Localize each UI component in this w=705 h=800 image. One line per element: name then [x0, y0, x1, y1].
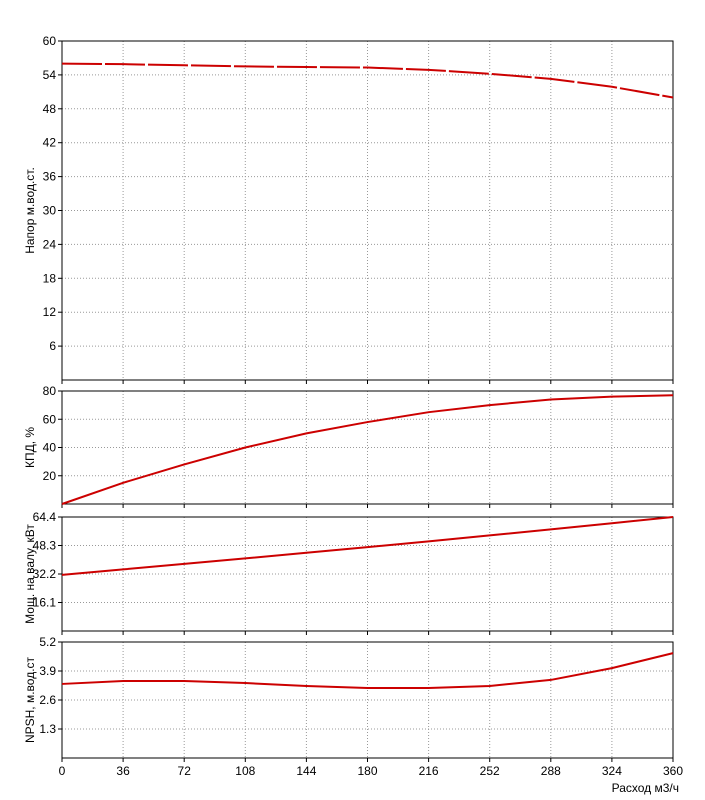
- x-tick-label: 360: [663, 764, 683, 778]
- curve: [61, 652, 674, 689]
- y-tick-label: 32.2: [33, 567, 57, 581]
- x-tick-label: 324: [602, 764, 622, 778]
- y-axis-label: NPSH, м.вод.ст: [23, 656, 37, 743]
- curve: [61, 516, 674, 576]
- y-tick-label: 36: [43, 170, 57, 184]
- x-tick-label: 180: [357, 764, 377, 778]
- plot-frame: [61, 641, 674, 759]
- x-tick-label: 0: [59, 764, 66, 778]
- x-tick-label: 36: [116, 764, 130, 778]
- y-tick-label: 12: [43, 305, 57, 319]
- y-tick-label: 20: [43, 469, 57, 483]
- y-tick-label: 30: [43, 204, 57, 218]
- y-tick-label: 40: [43, 441, 57, 455]
- x-axis-label: Расход м3/ч: [612, 781, 679, 795]
- y-tick-label: 3.9: [39, 664, 56, 678]
- x-tick-label: 216: [419, 764, 439, 778]
- y-tick-label: 18: [43, 271, 57, 285]
- y-tick-label: 60: [43, 34, 57, 48]
- x-tick-label: 144: [296, 764, 316, 778]
- y-tick-label: 1.3: [39, 722, 56, 736]
- x-tick-label: 108: [235, 764, 255, 778]
- plot-frame: [61, 390, 674, 505]
- y-tick-label: 6: [49, 339, 56, 353]
- y-tick-label: 5.2: [39, 635, 56, 649]
- y-axis-label: Мощ. на валу, кВт: [23, 524, 37, 624]
- y-tick-label: 80: [43, 384, 57, 398]
- x-tick-label: 252: [480, 764, 500, 778]
- y-tick-label: 54: [43, 68, 57, 82]
- y-tick-label: 48: [43, 102, 57, 116]
- y-tick-label: 24: [43, 237, 57, 251]
- plot-frame: [61, 40, 674, 381]
- curve: [61, 62, 674, 99]
- x-tick-label: 288: [541, 764, 561, 778]
- y-tick-label: 48.3: [33, 539, 57, 553]
- y-tick-label: 64.4: [33, 510, 57, 524]
- y-axis-label: Напор м.вод.ст.: [23, 167, 37, 254]
- curve: [61, 394, 674, 505]
- y-tick-label: 42: [43, 136, 57, 150]
- x-tick-label: 72: [178, 764, 192, 778]
- y-tick-label: 2.6: [39, 693, 56, 707]
- y-tick-label: 16.1: [33, 596, 57, 610]
- y-axis-label: КПД, %: [23, 427, 37, 468]
- y-tick-label: 60: [43, 412, 57, 426]
